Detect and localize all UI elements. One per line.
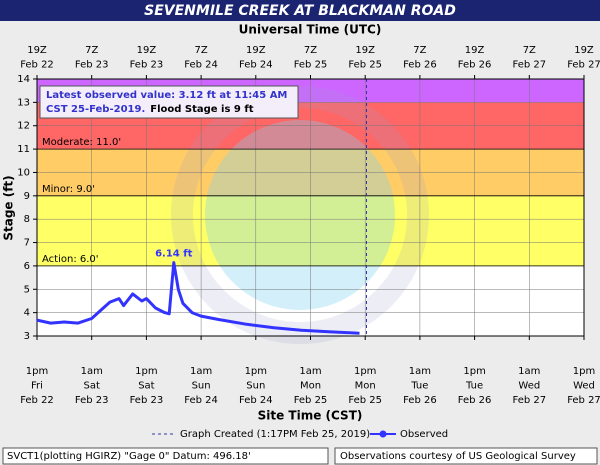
y-tick-label: 4 <box>24 308 30 319</box>
footer-box <box>334 447 598 465</box>
flood-stage-label: Action: 6.0' <box>42 254 99 265</box>
legend-swatch-dot <box>379 430 387 438</box>
x-tick-label: Feb 25 <box>348 395 382 406</box>
top-tick-label: Feb 24 <box>184 60 218 71</box>
x-tick-label: 1pm <box>135 366 157 377</box>
x-tick-label: Feb 23 <box>130 395 164 406</box>
top-tick-label: Feb 27 <box>512 60 546 71</box>
x-tick-label: 1pm <box>245 366 267 377</box>
top-tick-label: 19Z <box>246 45 266 56</box>
y-tick-label: 14 <box>17 74 30 85</box>
x-tick-label: Feb 24 <box>184 395 218 406</box>
footer-box <box>2 447 329 465</box>
y-tick-label: 7 <box>24 238 30 249</box>
x-axis-title: Site Time (CST) <box>258 409 363 423</box>
x-tick-label: Feb 23 <box>75 395 109 406</box>
top-tick-label: Feb 26 <box>458 60 492 71</box>
title-bar <box>0 0 600 21</box>
x-tick-label: 1am <box>409 366 431 377</box>
x-tick-label: 1am <box>518 366 540 377</box>
top-tick-label: Feb 23 <box>75 60 109 71</box>
chart-title: SEVENMILE CREEK AT BLACKMAN ROAD <box>144 3 456 19</box>
latest-observed: CST 25-Feb-2019. Flood Stage is 9 ft <box>46 104 254 115</box>
flood-stage-note: Flood Stage is 9 ft <box>150 104 253 115</box>
top-tick-label: Feb 22 <box>20 60 54 71</box>
x-tick-label: Feb 24 <box>239 395 273 406</box>
top-tick-label: 19Z <box>355 45 375 56</box>
plot-area: 3 4 5 6 7 8 9 10 11 12 13 14 1pm Fri Feb 22 1am Sat Feb 2… <box>17 45 600 406</box>
peak-label: 6.14 ft <box>155 249 193 260</box>
x-tick-label: Feb 26 <box>403 395 437 406</box>
x-tick-label: Sat <box>138 381 154 392</box>
x-tick-label: Wed <box>518 381 540 392</box>
legend-created: Graph Created (1:17PM Feb 25, 2019) <box>180 429 370 440</box>
y-tick-label: 6 <box>24 261 30 272</box>
top-tick-label: 19Z <box>465 45 485 56</box>
y-tick-label: 9 <box>24 191 30 202</box>
x-tick-label: 1pm <box>26 366 48 377</box>
latest-observed: Latest observed value: 3.12 ft at 11:45 … <box>46 90 287 101</box>
top-tick-label: 7Z <box>523 45 536 56</box>
x-tick-label: Feb 26 <box>458 395 492 406</box>
latest-observed-date: CST 25-Feb-2019. <box>46 104 145 115</box>
top-tick-label: 19Z <box>137 45 157 56</box>
x-tick-label: Sun <box>246 381 265 392</box>
y-tick-label: 13 <box>17 97 30 108</box>
plot-frame <box>36 78 585 337</box>
y-tick-label: 11 <box>17 144 30 155</box>
x-tick-label: Mon <box>355 381 376 392</box>
observed-line <box>36 261 360 335</box>
top-tick-label: 7Z <box>413 45 426 56</box>
top-tick-label: 7Z <box>304 45 317 56</box>
footer-right: Observations courtesy of US Geological S… <box>340 451 576 462</box>
x-tick-label: Feb 22 <box>20 395 54 406</box>
watermark <box>205 120 395 310</box>
legend-label: Observed <box>400 429 448 440</box>
flood-stage-label: Minor: 9.0' <box>42 184 95 195</box>
y-tick-label: 3 <box>24 331 30 342</box>
x-tick-label: Mon <box>300 381 321 392</box>
flood-stage-label: Moderate: 11.0' <box>42 137 121 148</box>
x-tick-label: Sat <box>83 381 99 392</box>
top-tick-label: Feb 25 <box>348 60 382 71</box>
x-tick-label: Feb 27 <box>512 395 546 406</box>
top-tick-label: Feb 27 <box>567 60 600 71</box>
x-tick-label: 1pm <box>354 366 376 377</box>
x-tick-label: 1pm <box>463 366 485 377</box>
x-tick-label: 1am <box>81 366 103 377</box>
y-tick-label: 12 <box>17 121 30 132</box>
x-tick-label: 1am <box>190 366 212 377</box>
top-tick-label: 7Z <box>194 45 207 56</box>
y-tick-label: 5 <box>24 284 30 295</box>
top-tick-label: 19Z <box>574 45 594 56</box>
top-tick-label: Feb 23 <box>130 60 164 71</box>
top-tick-label: 19Z <box>27 45 47 56</box>
x-tick-label: Fri <box>31 381 43 392</box>
watermark <box>171 86 429 344</box>
top-tick-label: Feb 24 <box>239 60 273 71</box>
top-tick-label: Feb 25 <box>294 60 328 71</box>
x-tick-label: Sun <box>192 381 211 392</box>
y-tick-label: 8 <box>24 214 30 225</box>
top-axis-title: Universal Time (UTC) <box>239 23 382 37</box>
footer-left: SVCT1(plotting HGIRZ) "Gage 0" Datum: 49… <box>7 451 251 462</box>
x-tick-label: 1pm <box>573 366 595 377</box>
x-tick-label: Tue <box>465 381 483 392</box>
y-axis-title: Stage (ft) <box>2 175 16 240</box>
x-tick-label: Feb 25 <box>294 395 328 406</box>
top-tick-label: Feb 26 <box>403 60 437 71</box>
x-tick-label: 1am <box>299 366 321 377</box>
x-tick-label: Wed <box>573 381 595 392</box>
y-tick-label: 10 <box>17 167 30 178</box>
top-tick-label: 7Z <box>85 45 98 56</box>
latest-box <box>39 85 299 119</box>
x-tick-label: Feb 27 <box>567 395 600 406</box>
x-tick-label: Tue <box>410 381 428 392</box>
